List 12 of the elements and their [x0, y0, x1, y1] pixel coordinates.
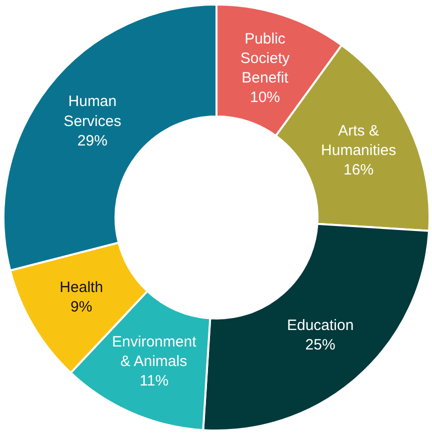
data-label: 16%	[344, 162, 374, 179]
slice-label: Environment & Animals	[112, 334, 198, 370]
slice-label: Human Services	[64, 93, 122, 130]
slice-label: Education	[286, 316, 354, 334]
data-label: 29%	[77, 132, 108, 150]
data-label: 9%	[70, 298, 92, 316]
slice-label: Arts & Humanities	[321, 122, 396, 160]
slice-label: Public Society Benefit	[240, 30, 290, 86]
data-label: 25%	[305, 336, 336, 354]
data-label: 11%	[140, 372, 169, 390]
data-label: 10%	[250, 89, 280, 106]
slice-label: Health	[60, 279, 104, 296]
